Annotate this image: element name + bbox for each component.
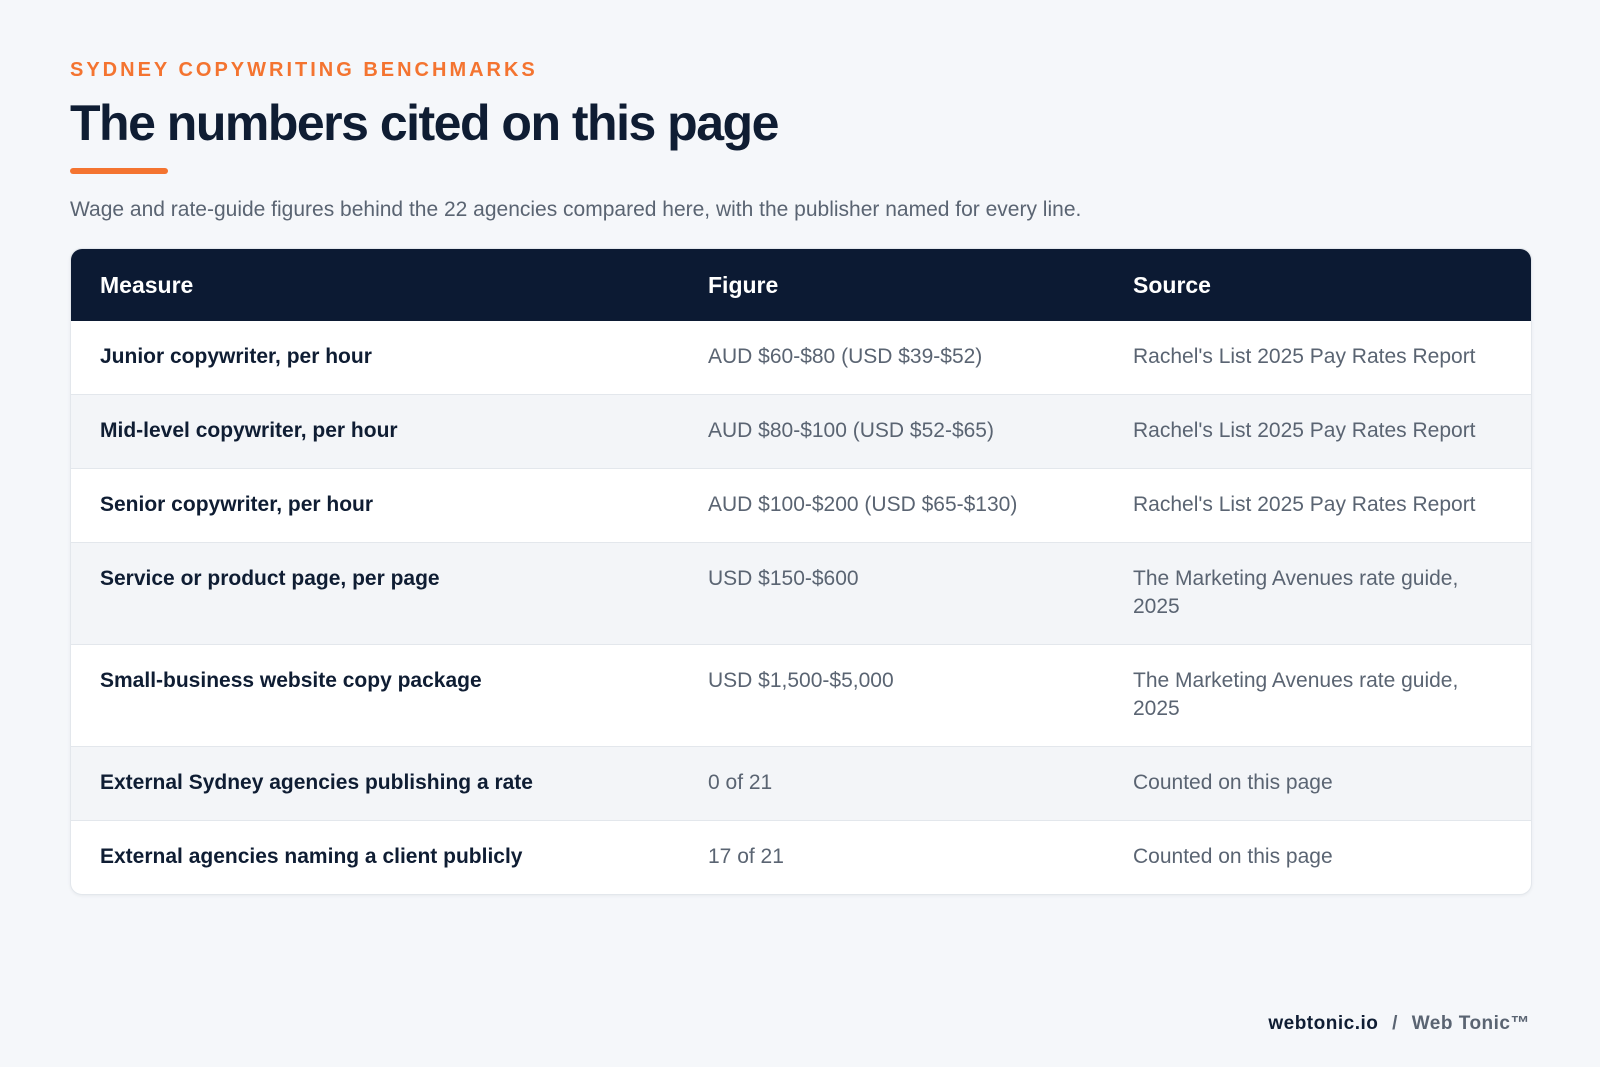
benchmarks-table-card: Measure Figure Source Junior copywriter,… bbox=[70, 248, 1532, 895]
source-cell: The Marketing Avenues rate guide, 2025 bbox=[1104, 644, 1531, 747]
source-cell: Counted on this page bbox=[1104, 820, 1531, 894]
source-cell: Rachel's List 2025 Pay Rates Report bbox=[1104, 394, 1531, 469]
figure-cell: 0 of 21 bbox=[679, 746, 1104, 821]
table-row: External agencies naming a client public… bbox=[71, 820, 1531, 894]
measure-cell: Small-business website copy package bbox=[71, 644, 679, 747]
page-content: SYDNEY COPYWRITING BENCHMARKS The number… bbox=[70, 56, 1532, 895]
measure-cell: Senior copywriter, per hour bbox=[71, 468, 679, 543]
page-subtitle: Wage and rate-guide figures behind the 2… bbox=[70, 198, 1082, 221]
figure-cell: AUD $60-$80 (USD $39-$52) bbox=[708, 345, 983, 368]
measure-cell: Mid-level copywriter, per hour bbox=[71, 394, 679, 469]
column-header-figure: Figure bbox=[708, 271, 779, 298]
figure-cell: USD $1,500-$5,000 bbox=[679, 644, 1104, 747]
table-row: Small-business website copy package USD … bbox=[71, 644, 1531, 747]
table-header-row: Measure Figure Source bbox=[71, 249, 1531, 321]
measure-cell: External agencies naming a client public… bbox=[71, 820, 679, 894]
footer-credit: webtonic.io / Web Tonic™ bbox=[1268, 1010, 1530, 1038]
table-row: Service or product page, per page USD $1… bbox=[71, 542, 1531, 645]
table-row: Junior copywriter, per hour AUD $60-$80 … bbox=[71, 321, 1531, 395]
source-cell: Rachel's List 2025 Pay Rates Report bbox=[1133, 345, 1476, 368]
page-title: The numbers cited on this page bbox=[70, 95, 779, 151]
table-row: Mid-level copywriter, per hour AUD $80-$… bbox=[71, 394, 1531, 469]
measure-cell: Service or product page, per page bbox=[71, 542, 679, 645]
figure-cell: AUD $100-$200 (USD $65-$130) bbox=[679, 468, 1104, 543]
eyebrow-label: SYDNEY COPYWRITING BENCHMARKS bbox=[70, 59, 538, 81]
footer-separator: / bbox=[1392, 1013, 1398, 1034]
table-row: External Sydney agencies publishing a ra… bbox=[71, 746, 1531, 821]
measure-cell: Junior copywriter, per hour bbox=[100, 345, 372, 368]
figure-cell: 17 of 21 bbox=[679, 820, 1104, 894]
source-cell: Rachel's List 2025 Pay Rates Report bbox=[1104, 468, 1531, 543]
figure-cell: USD $150-$600 bbox=[679, 542, 1104, 645]
benchmarks-table: Measure Figure Source Junior copywriter,… bbox=[71, 249, 1531, 894]
column-header-source: Source bbox=[1133, 271, 1211, 298]
column-header-measure: Measure bbox=[100, 271, 194, 298]
figure-cell: AUD $80-$100 (USD $52-$65) bbox=[679, 394, 1104, 469]
source-cell: The Marketing Avenues rate guide, 2025 bbox=[1104, 542, 1531, 645]
footer-domain: webtonic.io bbox=[1268, 1013, 1379, 1034]
source-cell: Counted on this page bbox=[1104, 746, 1531, 821]
footer-brand: Web Tonic™ bbox=[1411, 1013, 1530, 1034]
table-row: Senior copywriter, per hour AUD $100-$20… bbox=[71, 468, 1531, 543]
table-header: Measure Figure Source bbox=[71, 249, 1531, 321]
accent-divider bbox=[70, 168, 168, 174]
table-body: Junior copywriter, per hour AUD $60-$80 … bbox=[71, 321, 1531, 894]
measure-cell: External Sydney agencies publishing a ra… bbox=[71, 746, 679, 821]
